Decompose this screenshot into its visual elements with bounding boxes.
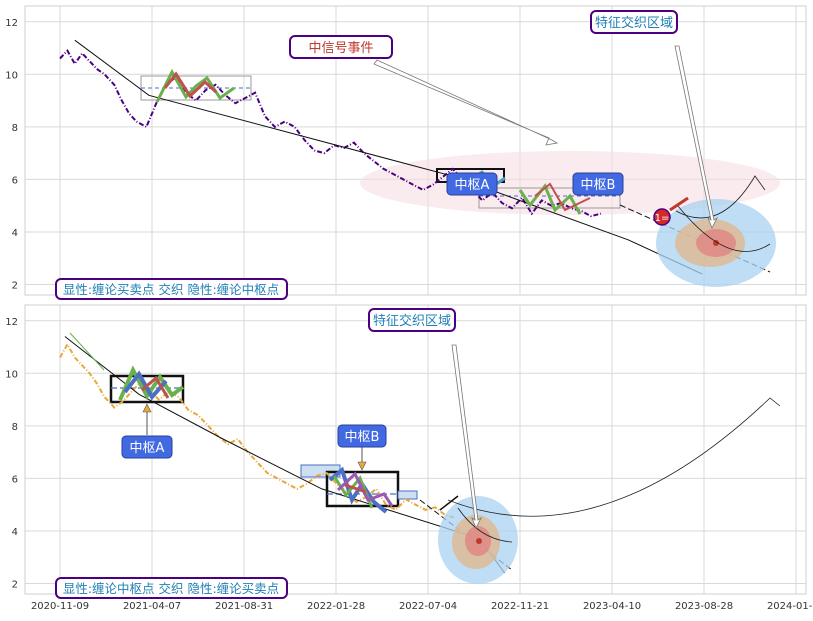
- signal-event-box: [289, 35, 393, 59]
- pivot-a-label: 中枢A: [130, 441, 165, 456]
- x-tick-label: 2021-04-07: [123, 601, 181, 612]
- price-series-line: [59, 342, 456, 519]
- price-series-line: [59, 49, 602, 218]
- zigzag-stroke: [118, 365, 185, 401]
- y-tick-label: 2: [12, 579, 18, 590]
- top-legend-text: 显性:缠论买卖点 交织 隐性:缠论中枢点: [63, 282, 279, 297]
- pivot-b-label: 中枢B: [345, 430, 380, 445]
- top-legend-box: [55, 278, 288, 300]
- pivot-b-box: [572, 172, 624, 196]
- x-tick-label: 2024-01-15: [767, 601, 813, 612]
- x-tick-label: 2022-11-21: [491, 601, 549, 612]
- y-tick-label: 8: [12, 422, 18, 433]
- feature-zone-label: 特征交织区域: [373, 313, 451, 329]
- zigzag-stroke: [155, 68, 235, 103]
- arrow-feature: [451, 344, 483, 529]
- feature-zone-box: [590, 10, 678, 34]
- zone-arc: [457, 507, 513, 543]
- pivot-a-label: 中枢A: [455, 178, 490, 193]
- zone-arc: [677, 205, 771, 252]
- x-tick-label: 2023-08-28: [675, 601, 733, 612]
- y-tick-label: 2: [12, 280, 18, 291]
- zigzag-stroke: [328, 466, 388, 514]
- signal-zone-ellipse: [360, 151, 780, 215]
- signal-tick: [439, 495, 459, 511]
- x-tick-label: 2021-08-31: [215, 601, 273, 612]
- x-tick-label: 2022-01-28: [307, 601, 365, 612]
- pivot-box-black: [325, 470, 400, 508]
- x-tick-label: 2023-04-10: [583, 601, 641, 612]
- zone-arc: [675, 175, 766, 219]
- zone-center-dot: [713, 240, 719, 246]
- trend-shadow: [69, 332, 105, 371]
- x-axis: 2020-11-09 2021-04-07 2021-08-31 2022-01-28…: [31, 601, 813, 612]
- top-y-axis: 2 4 6 8 10 12: [5, 18, 18, 292]
- zigzag-stroke: [534, 182, 591, 212]
- pivot-b-label: 中枢B: [581, 178, 616, 193]
- y-tick-label: 10: [5, 70, 18, 81]
- pivot-a-box: [121, 435, 173, 459]
- x-tick-label: 2020-11-09: [31, 601, 89, 612]
- arrow-pivot-a-head: [142, 403, 152, 413]
- y-tick-label: 6: [12, 175, 18, 186]
- signal-tick: [669, 196, 689, 212]
- pivot-a-box: [446, 172, 498, 196]
- zigzag-stroke: [518, 183, 582, 215]
- arrow-signal: [373, 59, 559, 146]
- bottom-legend-text: 显性:缠论中枢点 交织 隐性:缠论买卖点: [63, 581, 279, 596]
- zigzag-stroke: [141, 375, 170, 399]
- bottom-legend-box: [55, 577, 288, 599]
- zigzag-stroke: [163, 71, 218, 99]
- y-tick-label: 4: [12, 527, 18, 538]
- zone-arc: [447, 397, 781, 517]
- bottom-y-axis: 2 4 6 8 10 12: [5, 317, 18, 591]
- zone-center-dot: [476, 538, 482, 544]
- zigzag-stroke: [336, 471, 394, 507]
- feature-zone-box: [368, 308, 456, 332]
- y-tick-label: 8: [12, 123, 18, 134]
- arrow-pivot-b-head: [357, 461, 367, 471]
- y-tick-label: 10: [5, 369, 18, 380]
- zigzag-stroke: [344, 483, 367, 494]
- arrow-feature: [674, 45, 719, 229]
- y-tick-label: 6: [12, 474, 18, 485]
- pivot-b-box: [337, 424, 387, 448]
- pivot-box-small: [397, 490, 418, 500]
- signal-marker: [653, 208, 671, 226]
- feature-zone-label: 特征交织区域: [595, 15, 673, 31]
- signal-event-label: 中信号事件: [308, 41, 373, 56]
- y-tick-label: 12: [5, 317, 18, 328]
- y-tick-label: 4: [12, 228, 18, 239]
- signal-marker-label: 1=: [655, 213, 670, 224]
- x-tick-label: 2022-07-04: [399, 601, 457, 612]
- y-tick-label: 12: [5, 18, 18, 29]
